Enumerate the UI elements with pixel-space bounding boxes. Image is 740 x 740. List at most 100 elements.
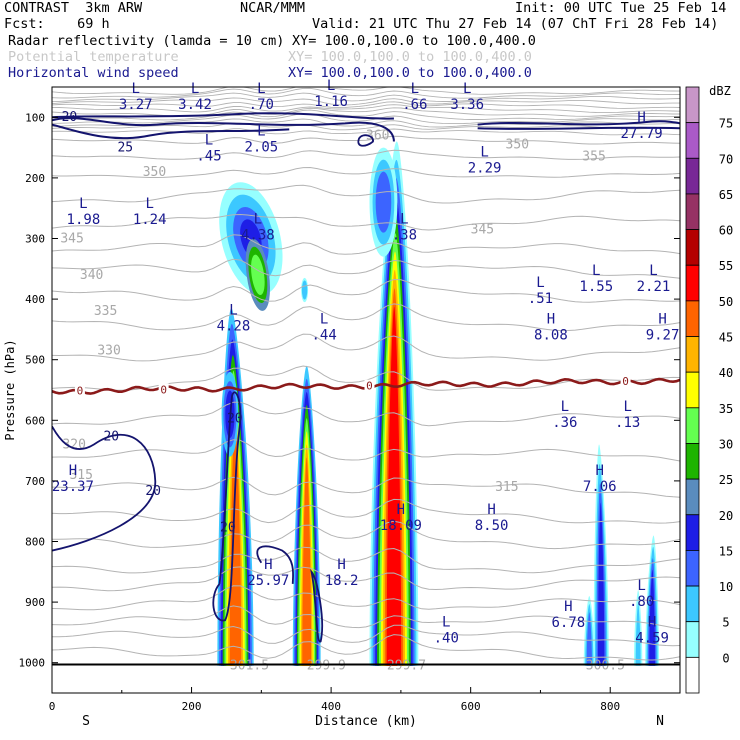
theta-label-3: 345 (471, 222, 494, 237)
theta-contour-4 (52, 101, 680, 109)
theta-label-10: 350 (506, 138, 529, 153)
wind-contour-1 (52, 123, 290, 140)
wind-contour-9 (310, 568, 324, 643)
colorbar-swatch-12 (685, 514, 700, 551)
colorbar-swatch-11 (685, 478, 700, 516)
wind-label-2: 20 (103, 429, 119, 444)
potential-temperature-layer: 360350345345340335330320315315350355301.… (52, 87, 680, 674)
extremum-value-21: .36 (552, 415, 577, 431)
extremum-value-27: 25.97 (247, 573, 289, 589)
theta-label-4: 340 (80, 268, 103, 283)
extremum-type-14: L (592, 263, 600, 279)
colorbar-label-0: 75 (719, 117, 733, 131)
theta-contour-15 (52, 184, 680, 204)
extremum-type-11: L (145, 196, 153, 212)
extremum-value-26: 7.06 (583, 479, 617, 495)
theta-contour-13 (52, 149, 680, 160)
colorbar-swatch-6 (685, 300, 700, 337)
colorbar-label-4: 55 (719, 259, 733, 273)
colorbar-label-5: 50 (719, 295, 733, 309)
theta-contour-1 (52, 87, 680, 99)
valid-time: Valid: 21 UTC Thu 27 Feb 14 (07 ChT Fri … (312, 16, 719, 32)
extremum-type-7: L (257, 123, 265, 139)
theta-label-5: 335 (94, 304, 117, 319)
extremum-type-1: L (191, 81, 199, 97)
theta-label-1: 350 (143, 165, 166, 180)
extremum-type-5: L (463, 81, 471, 97)
radar-blob-3-shell-1 (301, 280, 308, 300)
extremum-type-10: L (79, 196, 87, 212)
extremum-type-6: H (637, 110, 645, 126)
colorbar-label-1: 70 (719, 152, 733, 166)
field3-xy: XY= 100.0,100.0 to 100.0,400.0 (288, 65, 532, 81)
colorbar-label-8: 35 (719, 402, 733, 416)
extremum-type-22: L (623, 399, 631, 415)
y-tick-label-0: 100 (25, 111, 45, 124)
field2-name: Potential temperature (8, 49, 179, 65)
wind-contour-0 (52, 117, 395, 142)
extremum-type-9: L (480, 145, 488, 161)
wind-speed-layer: 20 25 20 20 20 20 (52, 110, 680, 643)
extremum-value-7: 2.05 (244, 139, 278, 155)
theta-contour-21 (52, 333, 680, 362)
freezing-label-bg-1 (158, 383, 169, 396)
extremum-value-10: 1.98 (67, 212, 101, 228)
colorbar-swatch-5 (685, 264, 700, 302)
extremum-type-23: H (69, 463, 77, 479)
colorbar-swatch-14 (685, 585, 700, 623)
colorbar-unit: dBZ (709, 84, 731, 98)
x-tick-label-2: 400 (321, 700, 341, 713)
extremum-type-4: L (411, 81, 419, 97)
theta-contour-7 (52, 109, 680, 121)
extremum-value-3: 1.16 (314, 94, 348, 110)
theta-contour-33 (52, 634, 680, 661)
y-tick-label-7: 800 (25, 536, 45, 549)
extrema-layer: L3.27L3.42L.70L1.16L.66L3.36H27.79L2.05L… (52, 78, 680, 646)
x-tick-label-0: 0 (49, 700, 56, 713)
theta-label-8: 315 (69, 468, 92, 483)
radar-blob-4-shell-2 (375, 171, 392, 233)
wind-contour-3 (477, 120, 680, 126)
extremum-type-2: L (257, 81, 265, 97)
y-tick-label-6: 700 (25, 475, 45, 488)
theta-contour-6 (52, 107, 680, 117)
south-label: S (82, 714, 90, 729)
init-time: Init: 00 UTC Tue 25 Feb 14 (515, 0, 727, 16)
wind-contour-7 (212, 391, 242, 622)
radar-core-2-shell-7 (302, 457, 312, 666)
extremum-value-30: 6.78 (551, 615, 585, 631)
radar-core-3-shell-9 (386, 306, 402, 666)
extremum-value-16: .51 (528, 291, 553, 307)
theta-contour-20 (52, 303, 680, 332)
theta-label-14: 299.7 (387, 659, 426, 674)
radar-core-4-shell-3 (597, 502, 605, 666)
colorbar-swatch-2 (685, 157, 700, 195)
colorbar-swatch-3 (685, 193, 700, 230)
extremum-value-23: 23.37 (52, 479, 94, 495)
theta-contour-23 (52, 401, 680, 427)
extremum-type-30: H (564, 599, 572, 615)
theta-contour-27 (52, 520, 680, 550)
extremum-value-22: .13 (615, 415, 640, 431)
extremum-value-20: 9.27 (646, 327, 680, 343)
wind-label-3: 20 (145, 484, 161, 499)
extremum-value-2: .70 (249, 97, 274, 113)
extremum-type-19: H (547, 311, 555, 327)
colorbar-label-13: 10 (719, 580, 733, 594)
radar-reflectivity-layer (217, 141, 660, 666)
field1-xy: XY= 100.0,100.0 to 100.0,400.0 (292, 33, 536, 49)
theta-contour-24 (52, 439, 680, 462)
colorbar-label-11: 20 (719, 509, 733, 523)
extremum-value-12: 4.38 (241, 227, 275, 243)
theta-label-15: 300.5 (586, 659, 625, 674)
y-tick-label-4: 500 (25, 354, 45, 367)
colorbar-swatch-16 (685, 656, 700, 694)
freezing-level-layer: 0 0 0 0 (52, 375, 680, 666)
extremum-type-20: H (658, 311, 666, 327)
extremum-type-8: L (205, 133, 213, 149)
extremum-type-31: L (637, 578, 645, 594)
colorbar-label-15: 0 (722, 651, 729, 665)
freezing-label-bg-3 (620, 375, 631, 388)
theta-contour-16 (52, 213, 680, 231)
theta-contour-32 (52, 624, 680, 647)
